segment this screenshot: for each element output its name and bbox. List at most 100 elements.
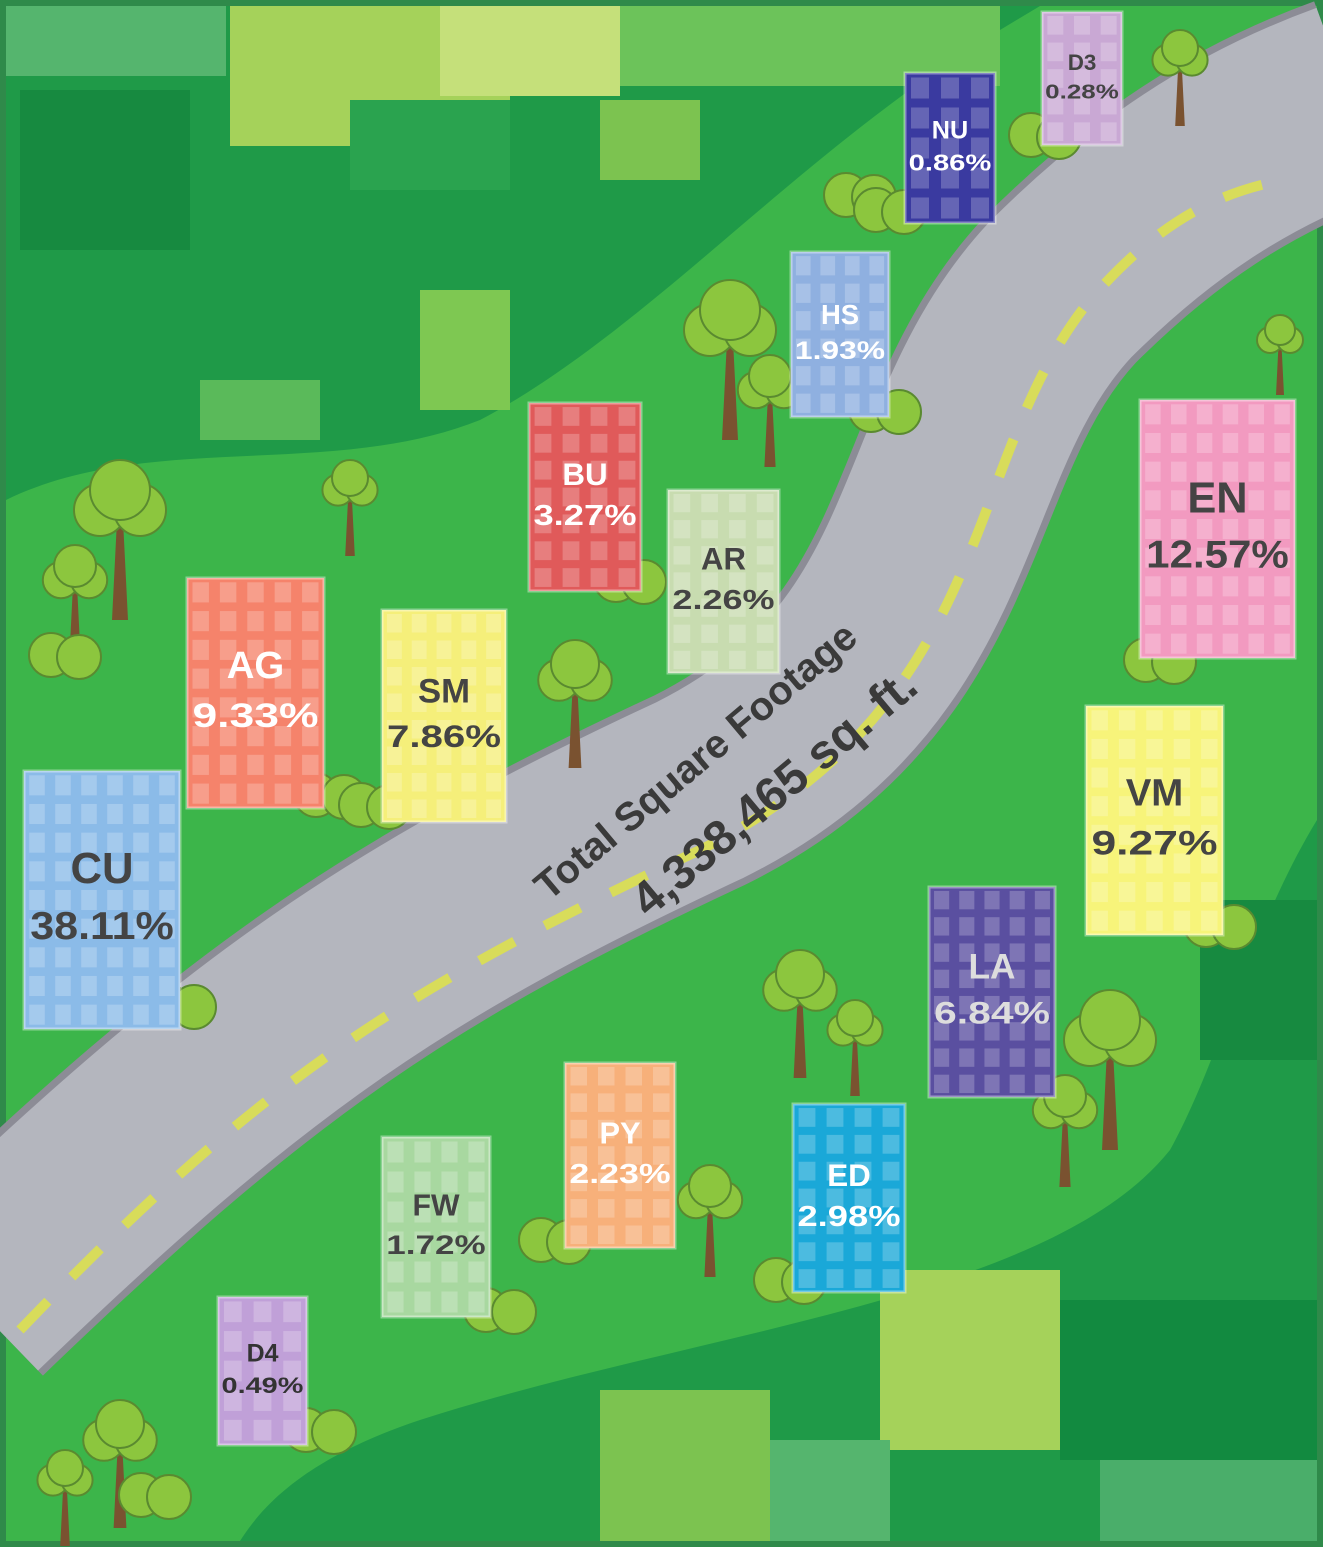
window — [984, 917, 1000, 936]
window — [1091, 824, 1108, 845]
window — [1047, 42, 1064, 62]
window — [934, 969, 950, 989]
window — [468, 1171, 485, 1193]
window — [1118, 882, 1136, 903]
window — [302, 668, 319, 689]
window — [1009, 890, 1025, 910]
tree-crown — [775, 949, 825, 999]
building-code: PY — [599, 1116, 641, 1151]
window — [1047, 69, 1064, 88]
window — [247, 639, 264, 660]
window — [133, 832, 149, 853]
window — [1173, 767, 1191, 788]
window — [590, 433, 608, 453]
window — [441, 1201, 458, 1223]
building-code: BU — [562, 457, 607, 492]
window — [1074, 122, 1090, 142]
window — [653, 1199, 670, 1218]
window — [590, 568, 608, 587]
window — [274, 611, 292, 632]
window — [701, 493, 718, 513]
building — [1138, 398, 1297, 660]
window — [1047, 95, 1064, 115]
window — [854, 1269, 872, 1288]
window — [1145, 490, 1161, 511]
window — [941, 107, 959, 129]
window — [107, 803, 123, 825]
window — [29, 975, 45, 997]
window — [844, 256, 860, 276]
window — [441, 1141, 458, 1163]
window — [107, 832, 123, 853]
window — [436, 719, 452, 739]
window — [1196, 633, 1213, 654]
window — [411, 613, 427, 633]
window — [436, 640, 452, 660]
building — [563, 1061, 677, 1250]
window — [984, 890, 1000, 910]
window — [1146, 767, 1163, 788]
window — [959, 995, 975, 1015]
window — [570, 1119, 587, 1139]
tree-trunk — [850, 1036, 860, 1096]
window — [223, 1419, 242, 1441]
window — [192, 697, 209, 718]
window — [1146, 853, 1163, 874]
window — [795, 256, 811, 276]
window — [534, 460, 552, 480]
window — [55, 918, 71, 939]
window — [1171, 432, 1187, 454]
window — [192, 582, 209, 603]
window — [1201, 796, 1218, 817]
window — [1173, 796, 1191, 817]
window — [1173, 910, 1191, 931]
window — [1248, 432, 1264, 454]
tree-crown — [1161, 29, 1199, 67]
window — [1009, 943, 1025, 962]
window — [598, 1225, 615, 1245]
window — [253, 1390, 272, 1411]
tree-trunk — [764, 397, 776, 467]
window — [1034, 890, 1050, 910]
window — [486, 693, 502, 713]
window — [107, 861, 123, 882]
window — [820, 393, 836, 413]
window — [869, 283, 885, 303]
window — [1222, 518, 1239, 540]
window — [701, 650, 718, 670]
window — [959, 1048, 975, 1067]
window — [159, 918, 175, 939]
window — [1047, 15, 1064, 35]
window — [302, 726, 319, 747]
window — [984, 969, 1000, 989]
window — [625, 1199, 642, 1218]
window — [107, 918, 123, 939]
window — [959, 890, 975, 910]
window — [869, 338, 885, 358]
window — [1173, 853, 1191, 874]
window — [159, 889, 175, 911]
window — [253, 1301, 272, 1323]
window — [192, 639, 209, 660]
tree-crown — [748, 354, 792, 398]
window — [1091, 767, 1108, 788]
window — [1009, 1074, 1025, 1094]
window — [486, 640, 502, 660]
window — [590, 487, 608, 507]
window — [959, 1074, 975, 1094]
building — [185, 576, 326, 810]
window — [1196, 547, 1213, 568]
window — [1171, 490, 1187, 511]
window — [81, 918, 97, 939]
window — [1248, 518, 1264, 540]
window — [219, 639, 237, 660]
window — [934, 995, 950, 1015]
window — [1034, 1074, 1050, 1094]
window — [562, 433, 580, 453]
building-share: 0.28% — [1045, 81, 1119, 103]
window — [386, 613, 402, 633]
window — [570, 1225, 587, 1245]
window — [302, 697, 319, 718]
building-share: 9.33% — [192, 697, 318, 735]
window — [1171, 461, 1187, 482]
